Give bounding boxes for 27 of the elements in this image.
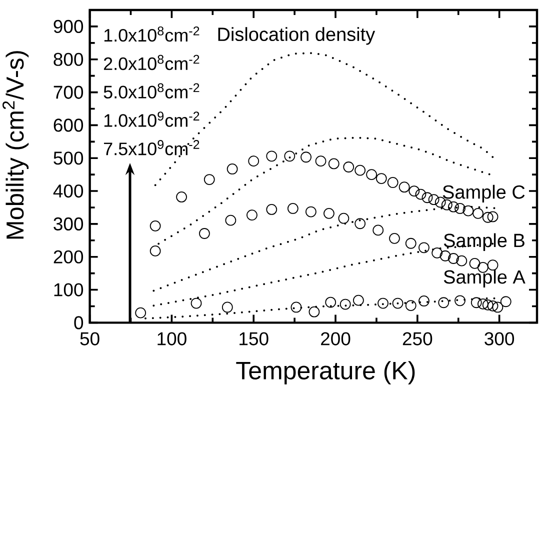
legend-label: Sample B [444,233,524,251]
x-tick-label: 250 [402,332,432,346]
x-axis-title: Temperature (K) [236,361,415,384]
x-tick-label: 50 [80,332,100,346]
y-tick-label: 900 [54,20,84,34]
x-tick-label: 200 [321,332,350,346]
y-axis-title: Mobility (cm$^{2}$/V-s) [2,51,29,239]
annotation: 5.0x10$^{8}$cm$^{-2}$ [104,83,200,98]
y-tick-label: 600 [54,118,84,132]
y-tick-label: 200 [54,250,84,264]
y-tick-label: 300 [54,217,84,231]
y-tick-label: 400 [53,184,84,198]
legend-label: Sample A [444,270,526,288]
y-tick-label: 0 [74,316,84,330]
annotation: 2.0x10$^{8}$cm$^{-2}$ [104,54,200,70]
x-tick-label: 150 [240,332,268,346]
y-tick-label: 500 [54,152,84,165]
x-tick-label: 300 [484,332,514,346]
annotation: Dislocation density [218,27,376,45]
y-tick-label: 100 [54,283,84,296]
annotation: 1.0x10$^{9}$cm$^{-2}$ [104,112,200,127]
y-tick-label: 800 [54,52,84,66]
y-tick-label: 700 [54,86,84,99]
x-tick-label: 100 [158,332,186,346]
annotation: 1.0x10$^{8}$cm$^{-2}$ [104,26,200,42]
annotation: 7.5x10$^{9}$cm$^{-2}$ [104,140,200,156]
legend-label: Sample C [442,184,525,203]
